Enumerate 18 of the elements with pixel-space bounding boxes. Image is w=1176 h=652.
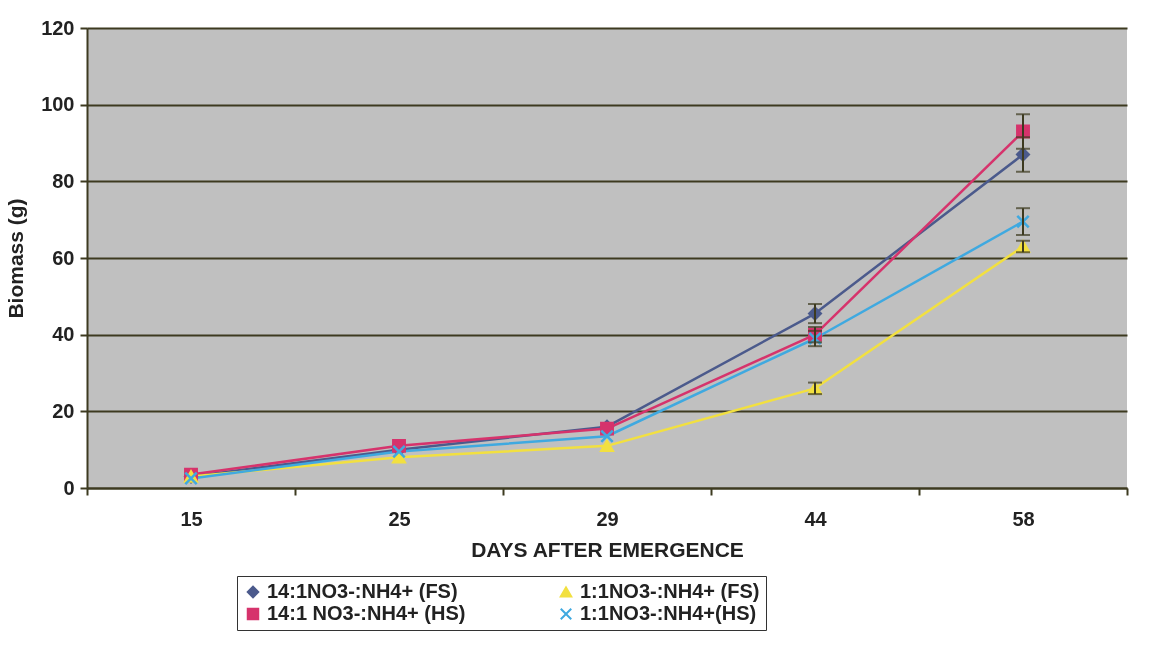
y-tick-label: 120 (41, 16, 75, 39)
y-tick-label: 0 (63, 476, 75, 499)
y-tick-label: 20 (52, 399, 75, 422)
y-tick-label: 40 (52, 323, 75, 346)
legend-label: 1:1NO3-:NH4+ (FS) (580, 580, 760, 602)
legend-label: 14:1 NO3-:NH4+ (HS) (267, 602, 466, 624)
x-axis-title: DAYS AFTER EMERGENCE (471, 537, 744, 561)
x-tick-label: 44 (804, 507, 828, 530)
x-tick-label: 25 (388, 507, 411, 530)
legend-label: 1:1NO3-:NH4+(HS) (580, 602, 757, 624)
y-tick-label: 60 (52, 246, 75, 269)
x-tick-label: 29 (596, 507, 619, 530)
y-axis-title: Biomass (g) (4, 198, 28, 319)
y-tick-label: 80 (52, 169, 75, 192)
y-tick-label: 100 (41, 93, 75, 116)
legend-label: 14:1NO3-:NH4+ (FS) (267, 580, 458, 602)
x-tick-label: 58 (1012, 507, 1035, 530)
x-tick-label: 15 (180, 507, 203, 530)
